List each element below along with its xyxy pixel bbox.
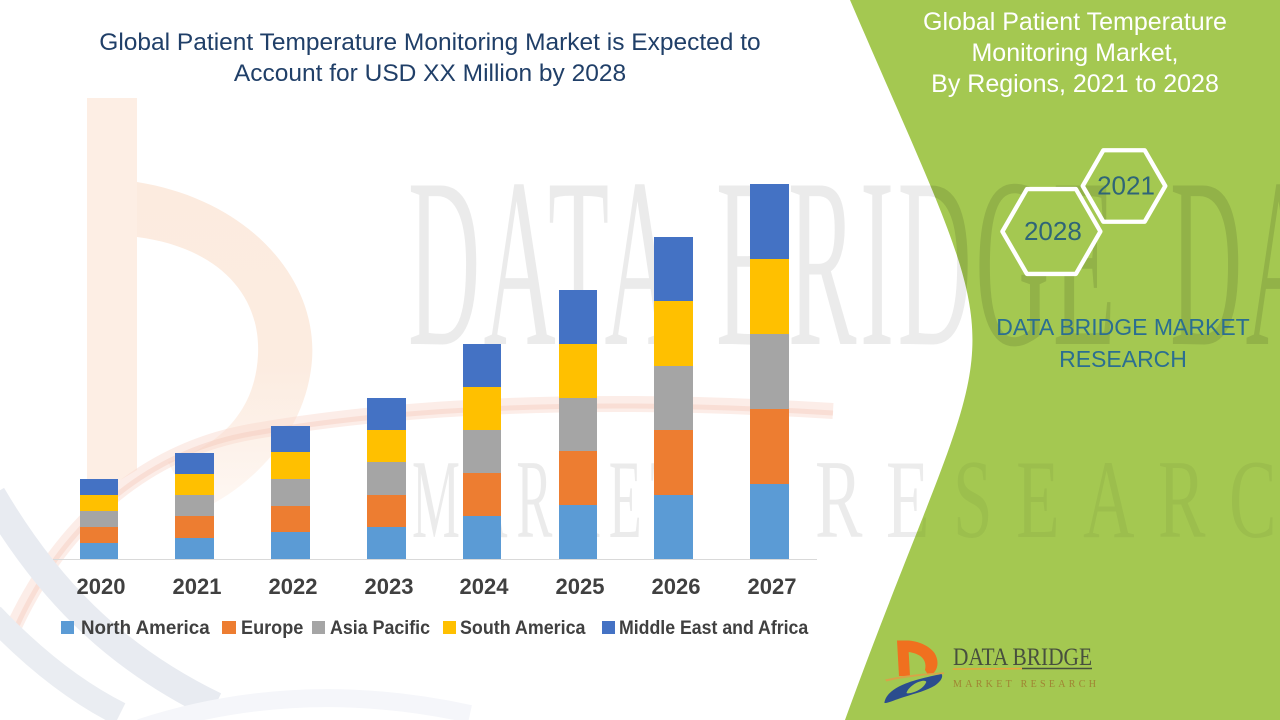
svg-text:MARKET RESEARCH: MARKET RESEARCH [953, 679, 1099, 690]
svg-text:2021: 2021 [1097, 171, 1155, 201]
svg-text:DATA: DATA [408, 129, 680, 397]
svg-text:DATA: DATA [1170, 129, 1280, 397]
svg-text:2028: 2028 [1024, 216, 1082, 246]
svg-text:MARKET: MARKET [412, 438, 692, 562]
svg-text:DATA BRIDGE: DATA BRIDGE [953, 644, 1092, 671]
